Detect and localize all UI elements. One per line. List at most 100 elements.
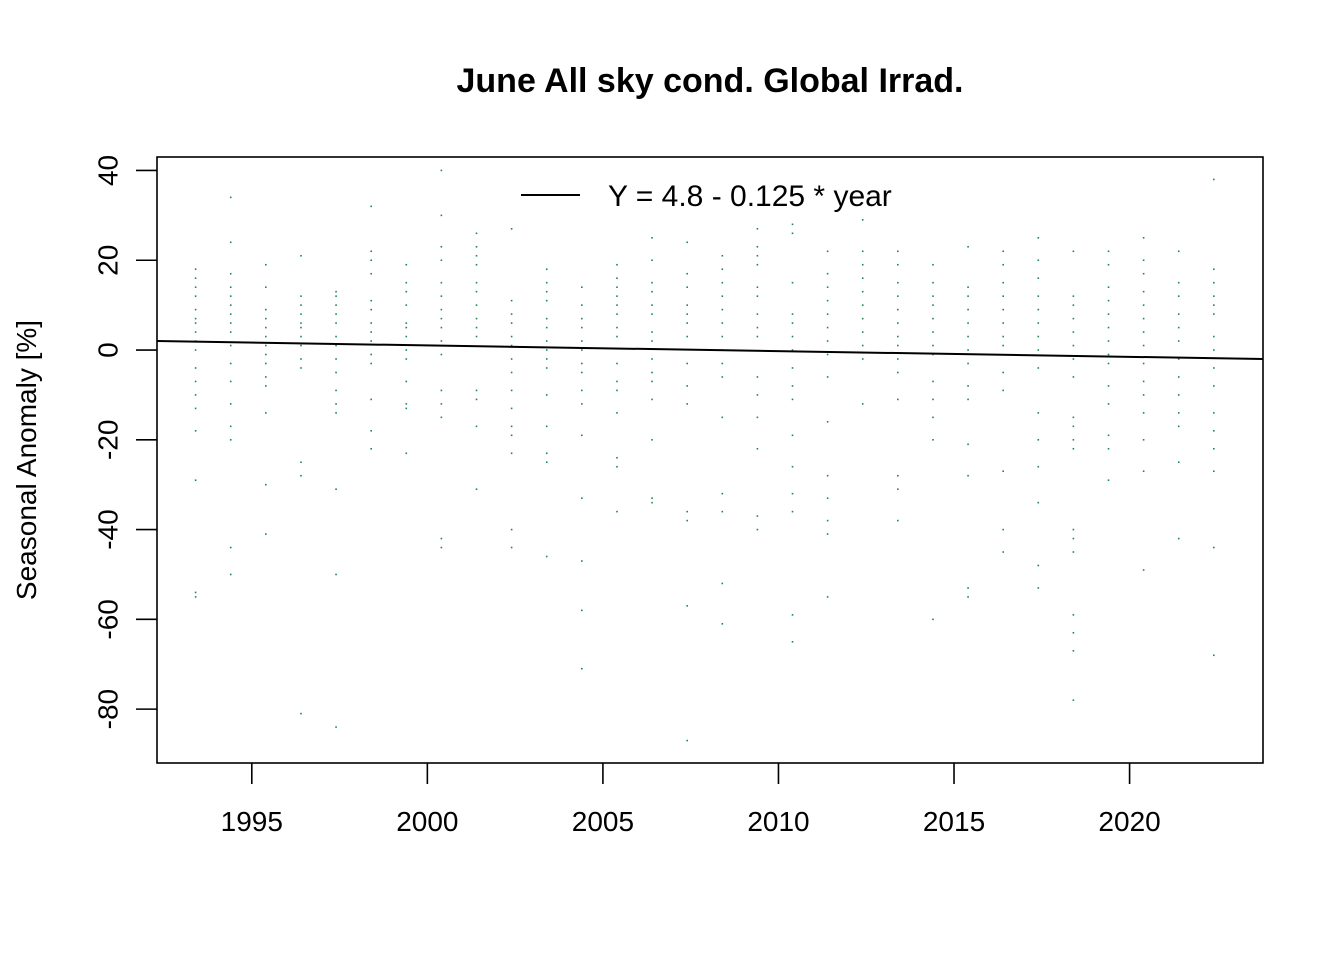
data-point xyxy=(1213,470,1215,473)
data-point xyxy=(510,407,513,410)
data-point xyxy=(1072,304,1075,306)
data-point xyxy=(1142,380,1145,383)
x-tick-label: 1995 xyxy=(221,806,283,837)
data-point xyxy=(440,546,443,549)
data-point xyxy=(1107,313,1110,315)
data-point xyxy=(265,412,267,414)
data-point xyxy=(616,286,618,288)
data-point xyxy=(861,277,864,279)
data-point xyxy=(861,317,864,320)
data-point xyxy=(1142,331,1145,333)
data-point xyxy=(265,385,267,387)
data-point xyxy=(510,299,513,302)
data-point xyxy=(194,367,197,369)
data-point xyxy=(932,618,934,621)
data-point xyxy=(405,452,408,455)
data-point xyxy=(370,322,372,324)
data-point xyxy=(1037,501,1040,504)
data-point xyxy=(440,245,443,248)
data-point xyxy=(370,447,372,450)
data-point xyxy=(791,349,794,351)
data-point xyxy=(791,465,794,468)
data-point xyxy=(229,286,232,288)
data-point xyxy=(194,331,197,333)
data-point xyxy=(545,268,548,271)
data-point xyxy=(756,335,759,338)
data-point xyxy=(1142,439,1145,441)
data-point xyxy=(826,326,829,329)
data-point xyxy=(1177,537,1180,540)
data-point xyxy=(370,430,372,432)
data-point xyxy=(581,434,583,437)
y-axis: -80 -60 -40 -20 0 20 40 xyxy=(93,155,157,729)
data-point xyxy=(440,214,443,217)
data-point xyxy=(791,322,794,324)
data-point xyxy=(756,228,759,230)
data-point xyxy=(1177,412,1180,414)
data-point xyxy=(545,317,548,320)
data-point xyxy=(405,349,408,351)
data-point xyxy=(1002,389,1004,392)
data-point xyxy=(861,403,864,405)
data-point xyxy=(1177,376,1180,378)
data-point xyxy=(616,362,618,365)
data-point xyxy=(861,331,864,333)
data-point xyxy=(335,290,337,293)
data-point xyxy=(510,452,513,455)
data-point xyxy=(932,317,934,320)
data-point xyxy=(510,389,513,392)
data-point xyxy=(581,304,583,306)
trend-line-layer xyxy=(156,340,1264,360)
data-point xyxy=(721,295,724,297)
data-point xyxy=(475,389,478,392)
legend: Y = 4.8 - 0.125 * year xyxy=(521,180,892,213)
data-point xyxy=(756,447,759,450)
data-point xyxy=(897,398,899,401)
data-point xyxy=(721,582,724,585)
data-point xyxy=(440,308,443,311)
x-axis: 1995 2000 2005 2010 2015 2020 xyxy=(221,763,1161,837)
data-point xyxy=(194,394,197,396)
data-point xyxy=(335,322,337,324)
data-point xyxy=(1142,394,1145,396)
data-point xyxy=(335,371,337,374)
data-point xyxy=(616,412,618,414)
data-point xyxy=(967,295,969,297)
data-point xyxy=(1213,654,1215,657)
data-point xyxy=(1107,250,1110,253)
data-point xyxy=(194,407,197,410)
data-point xyxy=(1142,237,1145,239)
data-point xyxy=(405,263,408,266)
data-point xyxy=(826,313,829,315)
trend-line xyxy=(156,340,1264,360)
data-point xyxy=(791,201,794,203)
data-point xyxy=(756,515,759,517)
data-point xyxy=(194,349,197,351)
data-point xyxy=(1177,425,1180,428)
data-point xyxy=(370,398,372,401)
data-point xyxy=(265,376,267,378)
data-point xyxy=(510,528,513,531)
data-point xyxy=(545,299,548,302)
data-point xyxy=(651,497,653,499)
data-point xyxy=(686,304,688,306)
data-point xyxy=(967,385,969,387)
data-point xyxy=(510,335,513,338)
data-point xyxy=(826,286,829,288)
data-point xyxy=(967,443,969,446)
data-point xyxy=(440,326,443,329)
data-point xyxy=(897,308,899,311)
data-point xyxy=(826,519,829,522)
data-point xyxy=(651,237,653,239)
data-point xyxy=(1142,259,1145,262)
data-point xyxy=(194,380,197,383)
data-point xyxy=(826,533,829,535)
data-point xyxy=(194,317,197,320)
data-point xyxy=(967,322,969,324)
data-point xyxy=(932,331,934,333)
data-point xyxy=(616,295,618,297)
data-point xyxy=(475,335,478,338)
data-point xyxy=(300,474,302,477)
data-point xyxy=(475,290,478,293)
data-point xyxy=(229,546,232,549)
